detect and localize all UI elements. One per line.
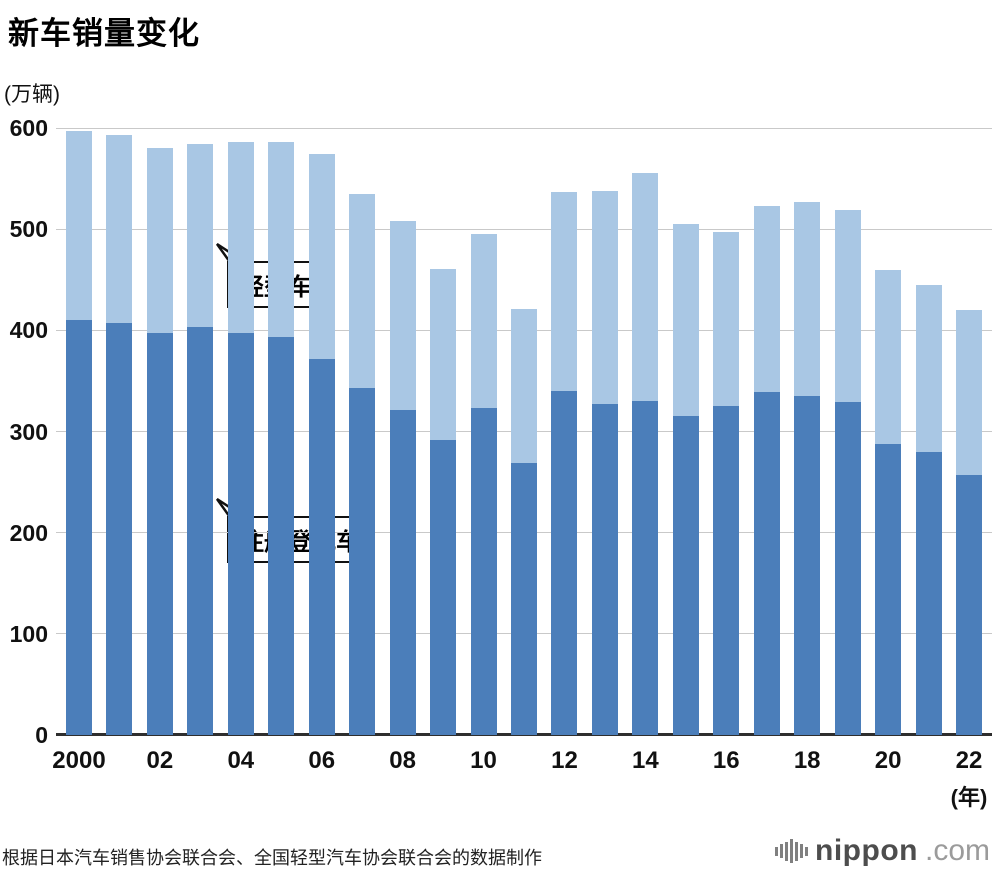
bar-kei-segment bbox=[794, 201, 821, 397]
bar-kei-segment bbox=[875, 269, 902, 444]
bar-kei-segment bbox=[308, 154, 335, 359]
bar-kei-segment bbox=[753, 205, 780, 393]
x-tick-label: 18 bbox=[793, 747, 821, 774]
y-tick-label: 100 bbox=[9, 620, 48, 647]
bar-kei-segment bbox=[227, 142, 254, 334]
bar-kei-segment bbox=[66, 131, 92, 321]
bar-registered-segment bbox=[834, 402, 861, 735]
bar-kei-segment bbox=[632, 172, 659, 402]
bar-registered-segment bbox=[713, 406, 740, 735]
y-axis-unit-label: (万辆) bbox=[4, 83, 60, 106]
x-tick-label: 14 bbox=[632, 747, 659, 774]
logo-wordmark: nippon bbox=[815, 834, 918, 867]
bar-registered-segment bbox=[753, 392, 780, 735]
gridline-600 bbox=[56, 127, 992, 129]
bar-registered-segment bbox=[187, 327, 214, 735]
bar-kei-segment bbox=[430, 268, 457, 440]
bar-registered-segment bbox=[268, 337, 295, 735]
y-tick-label: 300 bbox=[9, 418, 48, 445]
x-tick-label: 10 bbox=[470, 747, 497, 774]
bar-kei-segment bbox=[187, 144, 214, 328]
bar-kei-segment bbox=[349, 193, 376, 388]
bar-registered-segment bbox=[389, 410, 416, 735]
y-tick-label: 200 bbox=[9, 519, 48, 546]
bar-kei-segment bbox=[672, 224, 699, 417]
bar-registered-segment bbox=[227, 333, 254, 735]
bar-registered-segment bbox=[470, 408, 497, 735]
soundbars-icon bbox=[775, 839, 809, 863]
bar-registered-segment bbox=[66, 320, 92, 735]
bar-registered-segment bbox=[956, 475, 982, 735]
gridline-500 bbox=[56, 228, 992, 230]
x-tick-label: 12 bbox=[551, 747, 578, 774]
y-tick-label: 500 bbox=[9, 216, 48, 243]
bar-registered-segment bbox=[591, 404, 618, 735]
bar-kei-segment bbox=[551, 191, 578, 392]
bar-kei-segment bbox=[511, 309, 537, 463]
bar-registered-segment bbox=[672, 416, 699, 735]
bar-registered-segment bbox=[106, 323, 133, 735]
bar-kei-segment bbox=[470, 234, 497, 409]
y-tick-label: 600 bbox=[9, 115, 48, 141]
page-title: 新车销量变化 bbox=[8, 16, 200, 51]
bar-kei-segment bbox=[146, 148, 173, 334]
bar-kei-segment bbox=[591, 190, 618, 405]
x-tick-label: 06 bbox=[308, 747, 336, 774]
bar-kei-segment bbox=[389, 221, 416, 411]
x-tick-label: 20 bbox=[874, 747, 902, 774]
x-tick-label: 16 bbox=[712, 747, 740, 774]
bar-registered-segment bbox=[349, 387, 376, 735]
x-tick-label: 08 bbox=[389, 747, 416, 774]
x-tick-label: 2000 bbox=[52, 747, 106, 774]
y-tick-label: 400 bbox=[9, 317, 48, 344]
x-tick-label: 04 bbox=[227, 747, 255, 774]
bar-kei-segment bbox=[834, 209, 861, 403]
bar-registered-segment bbox=[511, 462, 537, 735]
y-tick-label: 0 bbox=[35, 722, 48, 748]
bar-kei-segment bbox=[106, 135, 133, 324]
nippon-com-logo: nippon .com bbox=[775, 834, 990, 868]
callout-registered-label: 注册登记车 bbox=[240, 529, 360, 556]
bar-kei-segment bbox=[713, 232, 740, 407]
bar-registered-segment bbox=[551, 391, 578, 735]
bar-registered-segment bbox=[632, 401, 659, 735]
bar-registered-segment bbox=[794, 396, 821, 735]
x-tick-label: 02 bbox=[146, 747, 174, 774]
bar-registered-segment bbox=[308, 358, 335, 735]
bar-kei-segment bbox=[268, 142, 295, 338]
logo-suffix: .com bbox=[924, 834, 990, 867]
x-axis-unit-label: (年) bbox=[950, 785, 988, 810]
bar-kei-segment bbox=[915, 284, 942, 452]
bar-registered-segment bbox=[430, 439, 457, 735]
bar-registered-segment bbox=[875, 443, 902, 735]
bar-kei-segment bbox=[956, 310, 982, 475]
bar-registered-segment bbox=[146, 333, 173, 735]
bar-registered-segment bbox=[915, 451, 942, 735]
x-tick-label: 22 bbox=[955, 747, 983, 774]
source-attribution: 根据日本汽车销售协会联合会、全国轻型汽车协会联合会的数据制作 bbox=[2, 848, 542, 868]
